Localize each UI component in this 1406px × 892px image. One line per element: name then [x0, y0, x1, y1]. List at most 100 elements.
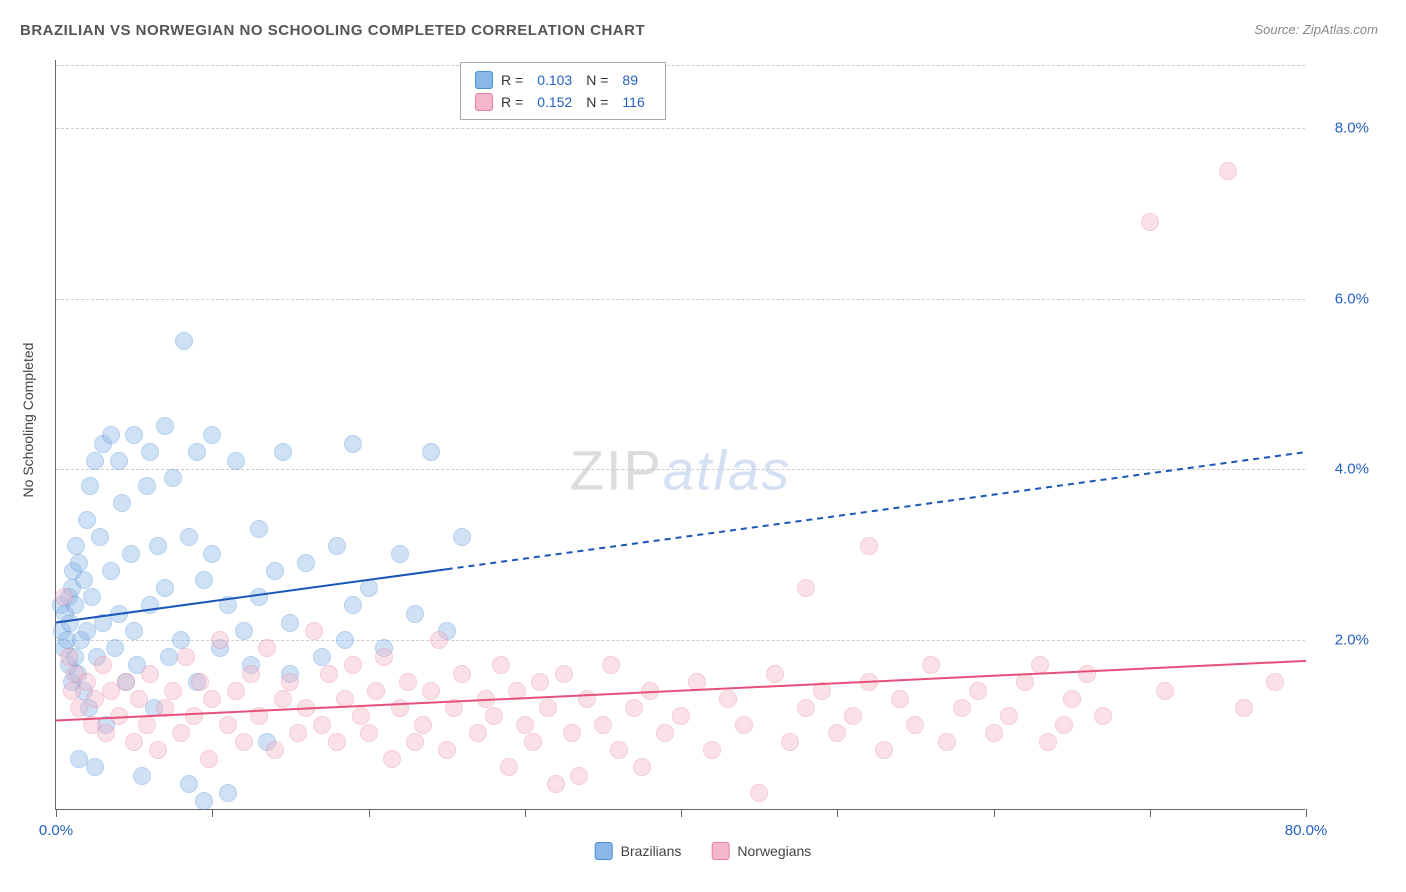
- scatter-point: [164, 682, 182, 700]
- scatter-point: [122, 545, 140, 563]
- scatter-point: [313, 648, 331, 666]
- scatter-point: [141, 443, 159, 461]
- scatter-point: [336, 690, 354, 708]
- stats-row-brazilians: R = 0.103 N = 89: [475, 69, 651, 91]
- scatter-point: [555, 665, 573, 683]
- scatter-point: [274, 690, 292, 708]
- scatter-point: [969, 682, 987, 700]
- scatter-point: [86, 758, 104, 776]
- x-tick-mark: [212, 809, 213, 817]
- scatter-point: [110, 452, 128, 470]
- scatter-point: [602, 656, 620, 674]
- scatter-point: [133, 767, 151, 785]
- scatter-point: [61, 614, 79, 632]
- scatter-point: [1219, 162, 1237, 180]
- scatter-point: [938, 733, 956, 751]
- scatter-point: [430, 631, 448, 649]
- trend-lines: [56, 60, 1306, 810]
- gridline: [56, 469, 1305, 470]
- scatter-point: [266, 741, 284, 759]
- scatter-point: [125, 733, 143, 751]
- scatter-point: [453, 528, 471, 546]
- scatter-point: [125, 426, 143, 444]
- scatter-point: [922, 656, 940, 674]
- scatter-point: [195, 792, 213, 810]
- scatter-point: [328, 537, 346, 555]
- n-label: N =: [586, 94, 608, 110]
- scatter-point: [149, 741, 167, 759]
- scatter-point: [1063, 690, 1081, 708]
- scatter-point: [289, 724, 307, 742]
- legend-label-norwegians: Norwegians: [737, 843, 811, 859]
- scatter-point: [344, 596, 362, 614]
- scatter-point: [250, 588, 268, 606]
- scatter-point: [102, 426, 120, 444]
- swatch-brazilians: [475, 71, 493, 89]
- scatter-point: [500, 758, 518, 776]
- scatter-point: [97, 724, 115, 742]
- scatter-point: [578, 690, 596, 708]
- x-tick-mark: [56, 809, 57, 817]
- stats-row-norwegians: R = 0.152 N = 116: [475, 91, 651, 113]
- scatter-point: [383, 750, 401, 768]
- scatter-point: [180, 775, 198, 793]
- scatter-point: [570, 767, 588, 785]
- scatter-point: [250, 520, 268, 538]
- scatter-point: [1016, 673, 1034, 691]
- x-tick-mark: [369, 809, 370, 817]
- scatter-point: [242, 665, 260, 683]
- scatter-point: [200, 750, 218, 768]
- scatter-point: [149, 537, 167, 555]
- bottom-legend: Brazilians Norwegians: [595, 842, 812, 860]
- scatter-point: [113, 494, 131, 512]
- gridline: [56, 65, 1305, 66]
- scatter-point: [86, 452, 104, 470]
- chart-title: BRAZILIAN VS NORWEGIAN NO SCHOOLING COMP…: [20, 22, 645, 39]
- scatter-point: [258, 639, 276, 657]
- scatter-point: [672, 707, 690, 725]
- scatter-point: [547, 775, 565, 793]
- scatter-point: [1000, 707, 1018, 725]
- scatter-point: [156, 579, 174, 597]
- scatter-point: [516, 716, 534, 734]
- scatter-point: [524, 733, 542, 751]
- n-value-norwegians: 116: [616, 94, 650, 110]
- scatter-point: [188, 443, 206, 461]
- scatter-point: [860, 537, 878, 555]
- stats-legend: R = 0.103 N = 89 R = 0.152 N = 116: [460, 62, 666, 120]
- source-prefix: Source:: [1254, 22, 1302, 37]
- scatter-point: [175, 332, 193, 350]
- scatter-point: [185, 707, 203, 725]
- scatter-point: [406, 605, 424, 623]
- scatter-point: [633, 758, 651, 776]
- scatter-point: [274, 443, 292, 461]
- scatter-point: [125, 622, 143, 640]
- n-value-brazilians: 89: [616, 72, 644, 88]
- scatter-point: [360, 579, 378, 597]
- scatter-point: [250, 707, 268, 725]
- scatter-point: [70, 554, 88, 572]
- scatter-point: [438, 741, 456, 759]
- scatter-point: [641, 682, 659, 700]
- scatter-point: [391, 545, 409, 563]
- r-label: R =: [501, 94, 523, 110]
- scatter-point: [172, 631, 190, 649]
- scatter-point: [172, 724, 190, 742]
- scatter-point: [344, 435, 362, 453]
- legend-label-brazilians: Brazilians: [621, 843, 682, 859]
- scatter-point: [985, 724, 1003, 742]
- scatter-point: [844, 707, 862, 725]
- scatter-point: [656, 724, 674, 742]
- scatter-point: [422, 443, 440, 461]
- scatter-point: [191, 673, 209, 691]
- scatter-point: [1266, 673, 1284, 691]
- x-tick-mark: [1150, 809, 1151, 817]
- scatter-point: [227, 452, 245, 470]
- n-label: N =: [586, 72, 608, 88]
- scatter-point: [313, 716, 331, 734]
- scatter-point: [328, 733, 346, 751]
- scatter-point: [235, 733, 253, 751]
- scatter-point: [102, 562, 120, 580]
- x-tick-label: 80.0%: [1285, 822, 1328, 839]
- scatter-point: [1078, 665, 1096, 683]
